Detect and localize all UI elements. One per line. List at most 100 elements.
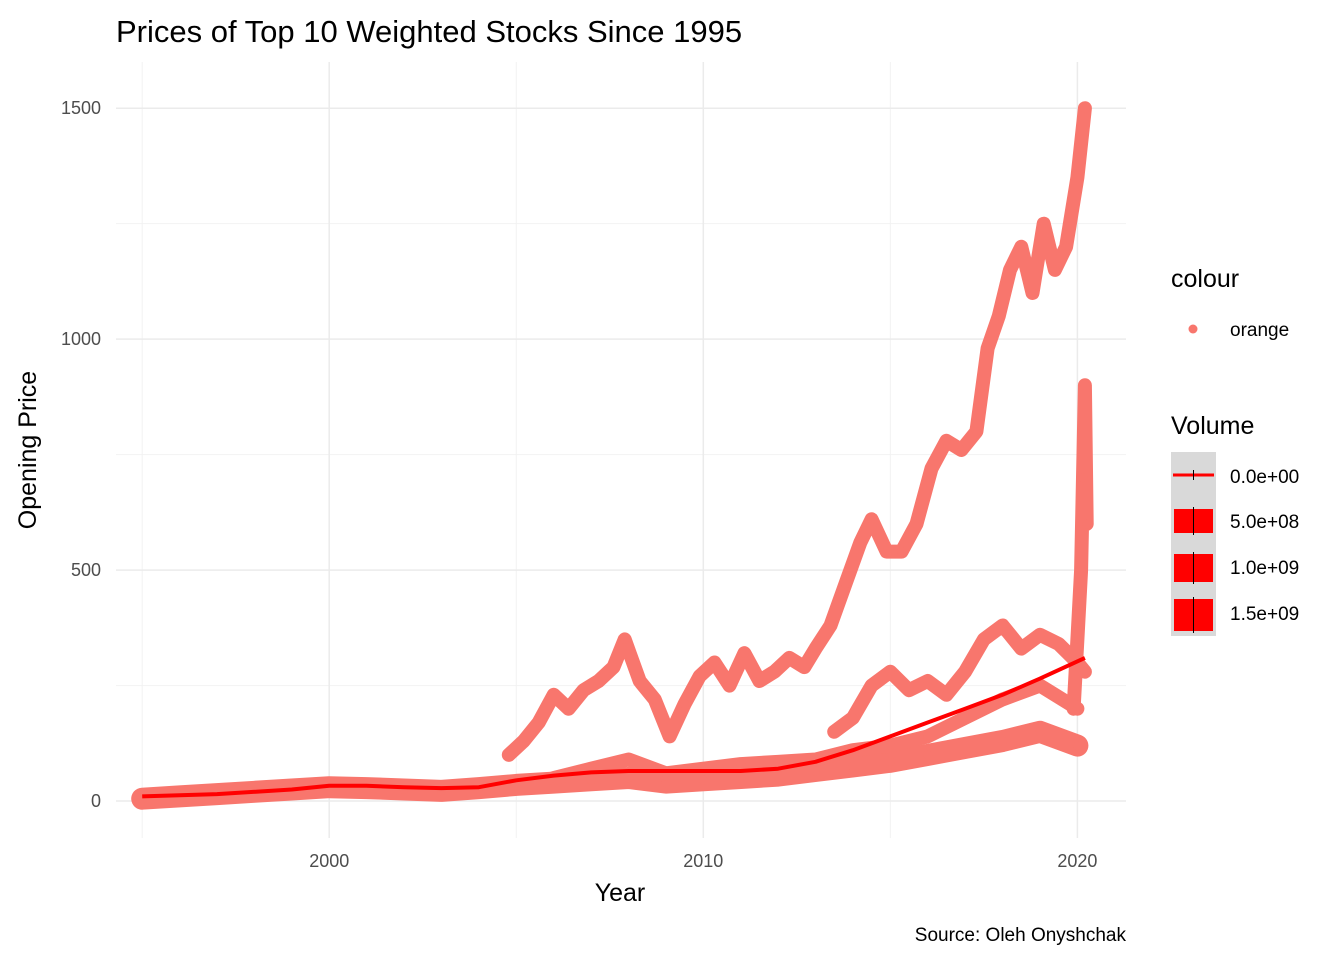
data-point <box>867 514 877 524</box>
data-point <box>960 667 970 677</box>
y-tick-label: 1000 <box>61 329 101 349</box>
legend-volume-label-2: 1.0e+09 <box>1230 558 1299 579</box>
data-point <box>1072 741 1082 751</box>
data-point <box>665 731 675 741</box>
trend-line <box>142 656 1086 799</box>
data-point <box>971 427 981 437</box>
data-point <box>504 750 514 760</box>
data-point <box>960 743 970 753</box>
data-point <box>960 713 970 723</box>
data-point <box>885 667 895 677</box>
data-point <box>594 676 604 686</box>
data-point <box>623 773 633 783</box>
y-tick-label: 0 <box>91 791 101 811</box>
data-point <box>994 311 1004 321</box>
data-point <box>926 463 936 473</box>
data-point <box>923 676 933 686</box>
data-point <box>1035 727 1045 737</box>
data-point <box>1016 242 1026 252</box>
data-point <box>579 685 589 695</box>
source-caption: Source: Oleh Onyshchak <box>915 925 1127 946</box>
data-point <box>829 727 839 737</box>
data-point <box>1054 639 1064 649</box>
legend: colour orange Volume 0.0e+00 5.0e+08 1.0… <box>1171 265 1299 636</box>
data-point <box>885 741 895 751</box>
legend-volume-label-3: 1.5e+09 <box>1230 604 1299 625</box>
data-point <box>882 547 892 557</box>
data-point <box>1082 519 1092 529</box>
legend-volume-label-1: 5.0e+08 <box>1230 512 1299 533</box>
data-point <box>1080 380 1090 390</box>
data-point <box>519 736 529 746</box>
data-point <box>650 694 660 704</box>
data-point <box>1072 172 1082 182</box>
data-point <box>773 757 783 767</box>
data-point <box>1078 473 1088 483</box>
data-point <box>912 519 922 529</box>
x-tick-label: 2010 <box>683 851 723 871</box>
data-point <box>1050 265 1060 275</box>
series-3-band <box>1066 378 1094 716</box>
data-point <box>941 690 951 700</box>
legend-volume-title: Volume <box>1171 412 1254 440</box>
data-point <box>897 547 907 557</box>
data-point <box>848 713 858 723</box>
data-point <box>811 644 821 654</box>
legend-colour-key <box>1188 324 1198 334</box>
legend-volume-key-2 <box>1174 552 1213 584</box>
data-point <box>661 778 671 788</box>
data-point <box>1035 681 1045 691</box>
data-point <box>534 718 544 728</box>
data-point <box>739 648 749 658</box>
data-point <box>956 445 966 455</box>
data-point <box>1027 288 1037 298</box>
data-point <box>811 766 821 776</box>
series-1-band <box>501 101 1092 762</box>
data-point <box>724 681 734 691</box>
axes: 2000 2010 2020 0 500 1000 1500 <box>61 98 1097 871</box>
data-point <box>586 775 596 785</box>
data-point <box>998 621 1008 631</box>
data-point <box>623 754 633 764</box>
data-points <box>131 101 1094 810</box>
data-point <box>549 690 559 700</box>
data-point <box>635 676 645 686</box>
data-point <box>609 662 619 672</box>
data-point <box>620 634 630 644</box>
data-point <box>885 757 895 767</box>
data-point <box>1016 644 1026 654</box>
legend-volume-key-3 <box>1174 597 1213 633</box>
data-point <box>695 671 705 681</box>
data-point <box>983 343 993 353</box>
data-point <box>1039 219 1049 229</box>
legend-colour-title: colour <box>1171 265 1239 293</box>
data-point <box>979 634 989 644</box>
data-point <box>1076 565 1086 575</box>
data-point <box>1005 265 1015 275</box>
data-point <box>848 761 858 771</box>
data-point <box>867 681 877 691</box>
data-point <box>998 736 1008 746</box>
data-point <box>840 579 850 589</box>
x-axis-label: Year <box>595 879 646 907</box>
data-point <box>923 750 933 760</box>
grid <box>116 62 1126 838</box>
data-point <box>825 621 835 631</box>
data-point <box>564 704 574 714</box>
chart-title: Prices of Top 10 Weighted Stocks Since 1… <box>116 14 742 49</box>
data-point <box>799 662 809 672</box>
data-point <box>1072 704 1082 714</box>
data-point <box>754 676 764 686</box>
data-point <box>1061 242 1071 252</box>
data-point <box>855 537 865 547</box>
data-point <box>710 657 720 667</box>
legend-colour-label: orange <box>1230 320 1289 341</box>
legend-volume-label-0: 0.0e+00 <box>1230 467 1299 488</box>
legend-volume-key-0 <box>1173 470 1214 480</box>
y-axis-label: Opening Price <box>14 371 42 529</box>
data-point <box>773 771 783 781</box>
data-point <box>680 699 690 709</box>
data-point <box>1072 634 1082 644</box>
data-point <box>923 731 933 741</box>
